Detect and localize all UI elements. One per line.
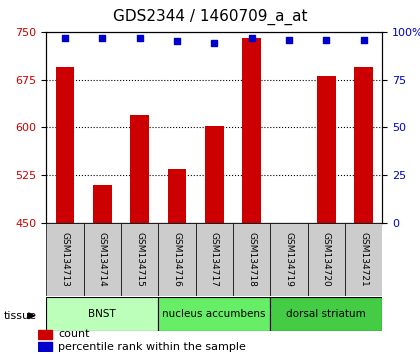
Bar — [38, 330, 52, 338]
Bar — [345, 223, 382, 296]
Bar — [242, 38, 261, 223]
Point — [323, 37, 330, 42]
Bar — [46, 297, 158, 331]
Point — [248, 35, 255, 40]
Text: BNST: BNST — [88, 309, 116, 319]
Text: tissue: tissue — [4, 311, 37, 321]
Text: count: count — [58, 329, 89, 339]
Bar — [158, 223, 196, 296]
Bar — [46, 223, 84, 296]
Bar — [270, 297, 382, 331]
Text: dorsal striatum: dorsal striatum — [286, 309, 366, 319]
Bar — [38, 342, 52, 351]
Bar — [317, 76, 336, 223]
Text: GSM134714: GSM134714 — [98, 232, 107, 287]
Bar — [196, 223, 233, 296]
Point — [360, 37, 367, 42]
Bar — [93, 185, 112, 223]
Bar — [121, 223, 158, 296]
Bar — [307, 223, 345, 296]
Text: nucleus accumbens: nucleus accumbens — [163, 309, 266, 319]
Text: percentile rank within the sample: percentile rank within the sample — [58, 342, 246, 352]
Text: GSM134721: GSM134721 — [359, 232, 368, 287]
Bar — [168, 169, 186, 223]
Text: GSM134720: GSM134720 — [322, 232, 331, 287]
Text: GSM134715: GSM134715 — [135, 232, 144, 287]
Text: GDS2344 / 1460709_a_at: GDS2344 / 1460709_a_at — [113, 9, 307, 25]
Text: GSM134716: GSM134716 — [172, 232, 181, 287]
Bar — [354, 67, 373, 223]
Text: GSM134717: GSM134717 — [210, 232, 219, 287]
Point — [61, 35, 68, 40]
Text: GSM134718: GSM134718 — [247, 232, 256, 287]
Bar — [270, 223, 307, 296]
Bar — [205, 126, 223, 223]
Bar — [158, 297, 270, 331]
Point — [173, 39, 180, 44]
Bar — [130, 115, 149, 223]
Bar — [233, 223, 270, 296]
Text: GSM134719: GSM134719 — [284, 232, 293, 287]
Point — [286, 37, 292, 42]
Point — [211, 40, 218, 46]
Bar — [55, 67, 74, 223]
Bar — [84, 223, 121, 296]
Text: GSM134713: GSM134713 — [60, 232, 69, 287]
Point — [136, 35, 143, 40]
Point — [99, 35, 105, 40]
